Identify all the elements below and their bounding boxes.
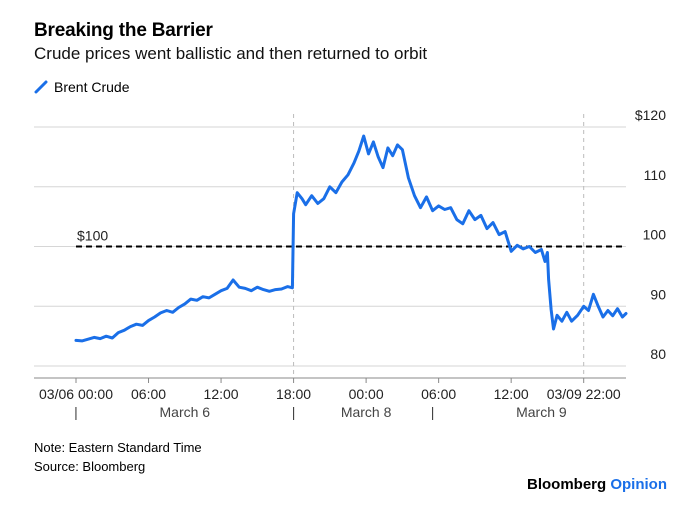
footnotes: Note: Eastern Standard Time Source: Bloo…: [34, 438, 202, 476]
chart-subtitle: Crude prices went ballistic and then ret…: [34, 44, 428, 63]
brand-accent: Opinion: [610, 476, 667, 493]
legend: Brent Crude: [34, 79, 129, 95]
source-text: Source: Bloomberg: [34, 459, 146, 474]
x-tick-label: 03/09 22:00: [547, 386, 621, 402]
x-tick-label: 03/06 00:00: [39, 386, 113, 402]
x-tick-label: 18:00: [276, 386, 311, 402]
period-separator: |: [431, 404, 435, 420]
x-tick-label: 12:00: [494, 386, 529, 402]
y-tick-label: 80: [650, 346, 666, 362]
y-tick-label: 90: [650, 286, 666, 302]
y-tick-label: 110: [644, 167, 667, 183]
x-tick-label: 00:00: [349, 386, 384, 402]
series-line-brent-crude: [74, 134, 628, 343]
x-tick-label: 06:00: [131, 386, 166, 402]
period-separator: |: [74, 404, 78, 420]
chart-title: Breaking the Barrier: [34, 20, 213, 41]
period-separator: |: [292, 404, 296, 420]
brand-main: Bloomberg: [527, 476, 607, 493]
chart-plot: $120 110 100 90 80 03/06 00:00 06:00 12:00 18:00…: [34, 107, 667, 420]
legend-swatch-icon: [34, 80, 48, 94]
period-label: March 9: [516, 404, 567, 420]
reference-line-label: $100: [77, 228, 108, 244]
legend-label: Brent Crude: [54, 79, 130, 95]
note-text: Note: Eastern Standard Time: [34, 440, 202, 455]
period-label: March 8: [341, 404, 392, 420]
brand-logo: Bloomberg Opinion: [527, 476, 667, 493]
y-tick-label: 100: [643, 227, 667, 243]
y-tick-label: $120: [635, 107, 666, 123]
x-tick-label: 12:00: [204, 386, 239, 402]
x-tick-label: 06:00: [421, 386, 456, 402]
period-label: March 6: [160, 404, 211, 420]
